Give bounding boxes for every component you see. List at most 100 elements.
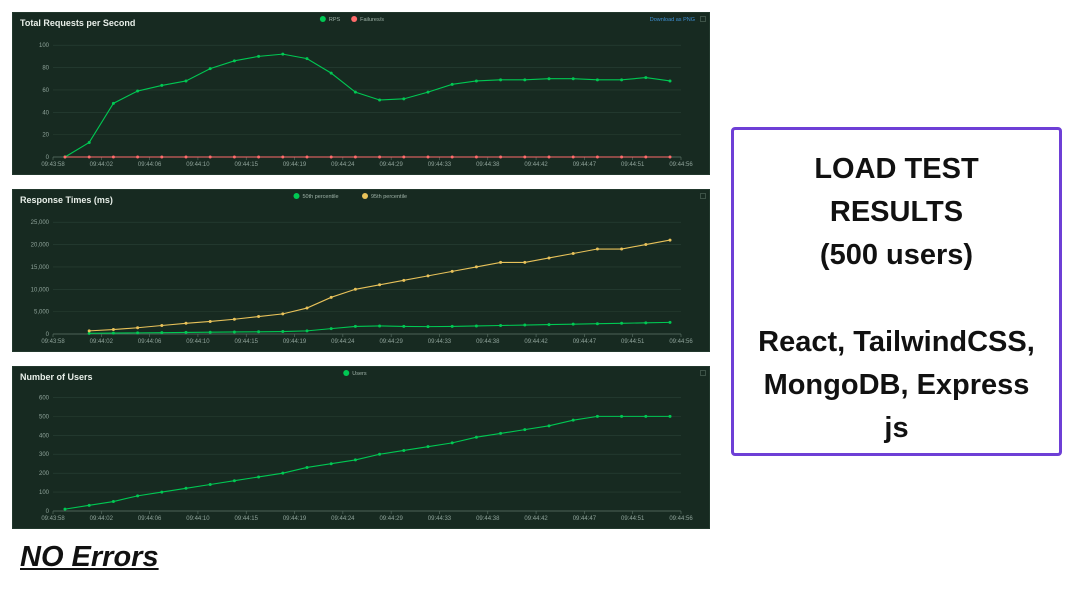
data-point [595, 414, 599, 418]
data-point [523, 260, 527, 264]
data-point [257, 155, 261, 159]
y-tick-label: 20 [42, 133, 49, 139]
legend-label: Failures/s [360, 17, 384, 23]
x-tick-label: 09:43:58 [41, 516, 65, 522]
data-point [353, 324, 357, 328]
x-tick-label: 09:44:33 [428, 339, 452, 345]
data-point [499, 78, 503, 82]
y-tick-label: 40 [42, 110, 49, 116]
data-point [620, 78, 624, 82]
data-point [378, 324, 382, 328]
data-point [184, 486, 188, 490]
y-tick-label: 60 [42, 88, 49, 94]
data-point [523, 155, 527, 159]
x-tick-label: 09:44:15 [235, 516, 259, 522]
legend-label: 50th percentile [303, 194, 339, 200]
data-point [571, 322, 575, 326]
data-point [595, 78, 599, 82]
y-tick-label: 500 [39, 414, 50, 420]
data-point [378, 98, 382, 102]
tech-stack: React, TailwindCSS, MongoDB, Express js [758, 326, 1035, 444]
data-point [378, 283, 382, 287]
data-point [305, 306, 309, 310]
data-point [257, 330, 261, 334]
data-point [523, 428, 527, 432]
data-point [353, 458, 357, 462]
panel-toggle-icon[interactable] [700, 16, 706, 22]
data-point [620, 247, 624, 251]
x-tick-label: 09:44:47 [573, 339, 597, 345]
data-point [281, 155, 285, 159]
data-point [523, 323, 527, 327]
data-point [160, 331, 164, 335]
data-point [644, 321, 648, 325]
x-tick-label: 09:44:38 [476, 162, 500, 168]
x-tick-label: 09:44:19 [283, 162, 307, 168]
data-point [87, 331, 91, 335]
data-point [232, 59, 236, 63]
data-point [160, 324, 164, 328]
x-tick-label: 09:44:19 [283, 339, 307, 345]
y-tick-label: 25,000 [31, 220, 50, 226]
data-point [426, 274, 430, 278]
data-point [668, 414, 672, 418]
x-tick-label: 09:44:33 [428, 162, 452, 168]
x-tick-label: 09:44:38 [476, 339, 500, 345]
x-tick-label: 09:44:10 [186, 162, 210, 168]
data-point [208, 155, 212, 159]
data-point [329, 155, 333, 159]
data-point [208, 330, 212, 334]
legend-marker [343, 370, 350, 376]
y-tick-label: 20,000 [31, 243, 50, 249]
x-tick-label: 09:44:06 [138, 339, 162, 345]
data-point [281, 52, 285, 56]
data-point [184, 79, 188, 83]
data-point [499, 260, 503, 264]
x-tick-label: 09:44:51 [621, 516, 645, 522]
data-point [257, 475, 261, 479]
data-point [111, 155, 115, 159]
data-point [208, 319, 212, 323]
y-tick-label: 100 [39, 490, 50, 496]
x-tick-label: 09:44:47 [573, 162, 597, 168]
x-tick-label: 09:44:15 [235, 162, 259, 168]
legend-marker [319, 16, 326, 22]
data-point [305, 57, 309, 61]
x-tick-label: 09:44:24 [331, 162, 355, 168]
data-point [595, 322, 599, 326]
data-point [474, 79, 478, 83]
download-link[interactable]: Download as PNG [649, 17, 695, 23]
data-point [257, 315, 261, 319]
x-tick-label: 09:44:10 [186, 516, 210, 522]
data-point [595, 247, 599, 251]
x-tick-label: 09:44:38 [476, 516, 500, 522]
panel-toggle-icon[interactable] [700, 370, 706, 376]
data-point [136, 326, 140, 330]
x-tick-label: 09:44:06 [138, 162, 162, 168]
y-tick-label: 200 [39, 471, 50, 477]
data-point [620, 155, 624, 159]
data-point [111, 500, 115, 504]
data-point [305, 329, 309, 333]
panel-toggle-icon[interactable] [700, 193, 706, 199]
data-point [402, 324, 406, 328]
data-point [499, 324, 503, 328]
x-tick-label: 09:44:29 [379, 162, 403, 168]
y-tick-label: 300 [39, 452, 50, 458]
data-point [305, 465, 309, 469]
data-point [160, 155, 164, 159]
data-point [87, 140, 91, 144]
data-point [232, 317, 236, 321]
data-point [450, 324, 454, 328]
data-point [232, 330, 236, 334]
data-point [402, 278, 406, 282]
x-tick-label: 09:44:24 [331, 339, 355, 345]
y-tick-label: 0 [46, 509, 50, 515]
data-point [668, 238, 672, 242]
x-tick-label: 09:44:51 [621, 339, 645, 345]
x-tick-label: 09:44:02 [90, 162, 114, 168]
x-tick-label: 09:44:19 [283, 516, 307, 522]
legend-label: 95th percentile [371, 194, 407, 200]
legend-marker [351, 16, 358, 22]
x-tick-label: 09:44:15 [235, 339, 259, 345]
